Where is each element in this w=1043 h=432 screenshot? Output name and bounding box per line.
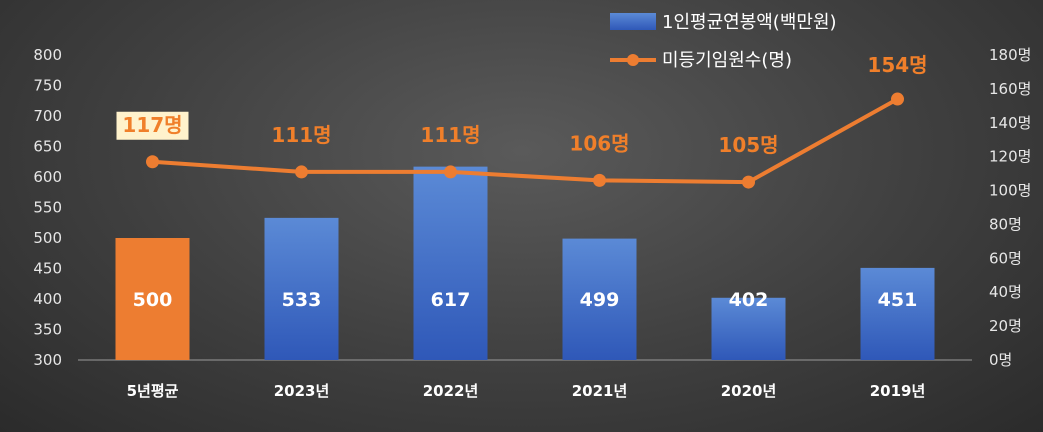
- left-axis: 300 350 400 450 500 550 600 650 700 750 800: [33, 46, 62, 369]
- line-marker: [146, 155, 159, 169]
- x-tick-label: 5년평균: [127, 382, 179, 400]
- y-left-tick-label: 800: [33, 46, 62, 64]
- y-left-tick-label: 500: [33, 229, 62, 247]
- y-left-tick-label: 600: [33, 168, 62, 186]
- bar-value-label: 499: [580, 289, 620, 311]
- x-tick-label: 2021년: [572, 382, 628, 400]
- y-left-tick-label: 350: [33, 321, 62, 339]
- y-right-tick-label: 160명: [989, 80, 1031, 98]
- line-value-label: 111명: [271, 123, 331, 147]
- y-left-tick-label: 550: [33, 199, 62, 217]
- y-right-tick-label: 180명: [989, 46, 1031, 64]
- category-labels: 5년평균 2023년 2022년 2021년 2020년 2019년: [127, 382, 926, 400]
- legend-swatch-marker: [627, 54, 639, 66]
- y-right-tick-label: 120명: [989, 148, 1031, 166]
- y-right-tick-label: 140명: [989, 114, 1031, 132]
- line-value-label: 154명: [867, 53, 927, 77]
- bar-value-label: 533: [282, 289, 322, 311]
- bar-value-label: 500: [133, 289, 173, 311]
- bar-series: [115, 166, 935, 360]
- legend-label-line: 미등기임원수(명): [662, 50, 792, 71]
- y-right-tick-label: 40명: [989, 283, 1022, 301]
- line-path: [152, 97, 899, 185]
- line-value-label: 106명: [569, 131, 629, 155]
- x-tick-label: 2023년: [274, 382, 330, 400]
- x-tick-label: 2022년: [423, 382, 479, 400]
- y-left-tick-label: 700: [33, 107, 62, 125]
- bar: [562, 238, 637, 360]
- x-tick-label: 2019년: [870, 382, 926, 400]
- line-series: 117명 111명 111명 106명 105명 154명: [116, 53, 928, 189]
- bar: [413, 166, 488, 360]
- bar: [115, 238, 190, 360]
- y-right-tick-label: 60명: [989, 249, 1022, 267]
- line-marker: [742, 175, 755, 189]
- bar-value-label: 617: [431, 289, 471, 311]
- line-value-label: 111명: [420, 123, 480, 147]
- legend: 1인평균연봉액(백만원) 미등기임원수(명): [610, 12, 837, 71]
- line-marker: [593, 173, 606, 187]
- bar-value-labels: 500 533 617 499 402 451: [133, 289, 918, 311]
- y-left-tick-label: 650: [33, 138, 62, 156]
- line-value-label: 105명: [718, 133, 778, 157]
- y-right-tick-label: 0명: [989, 351, 1012, 369]
- bar: [264, 217, 339, 360]
- y-left-tick-label: 450: [33, 260, 62, 278]
- legend-label-bar: 1인평균연봉액(백만원): [662, 12, 837, 33]
- bar-value-label: 451: [878, 289, 918, 311]
- y-right-tick-label: 80명: [989, 215, 1022, 233]
- bar: [860, 267, 935, 360]
- line-marker: [295, 165, 308, 179]
- line-marker: [891, 92, 904, 106]
- y-left-tick-label: 750: [33, 77, 62, 95]
- y-right-tick-label: 100명: [989, 182, 1031, 200]
- y-left-tick-label: 300: [33, 351, 62, 369]
- right-axis: 0명 20명 40명 60명 80명 100명 120명 140명 160명 180명: [989, 46, 1031, 369]
- line-marker: [444, 165, 457, 179]
- highlight-label-background: [116, 111, 189, 140]
- y-left-tick-label: 400: [33, 290, 62, 308]
- bar: [711, 297, 786, 360]
- x-tick-label: 2020년: [721, 382, 777, 400]
- y-right-tick-label: 20명: [989, 317, 1022, 335]
- line-value-label: 117명: [122, 113, 182, 137]
- legend-swatch-bar: [610, 13, 656, 30]
- bar-value-label: 402: [729, 289, 769, 311]
